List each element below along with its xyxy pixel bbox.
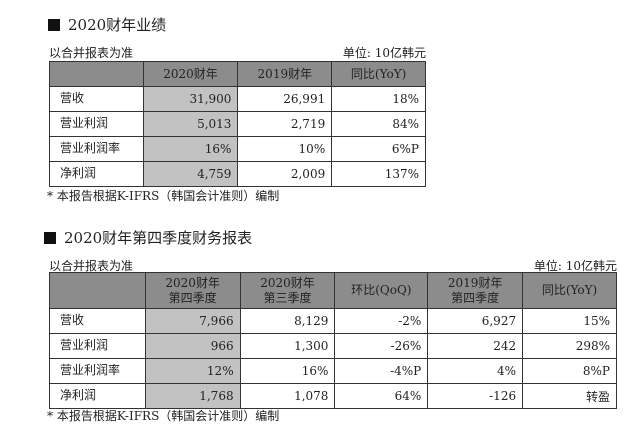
header-line: 第四季度	[168, 290, 217, 305]
value-cell: 966	[144, 333, 241, 359]
header-cell: 同比(YoY)	[522, 272, 617, 309]
value-cell: 84%	[331, 111, 426, 137]
header-cell: 环比(QoQ)	[334, 272, 429, 309]
row-label: 营业利润	[49, 111, 144, 137]
value-cell: -26%	[334, 333, 429, 359]
value-cell: 8%P	[522, 358, 617, 384]
section1-footnote: * 本报告根据K-IFRS（韩国会计准则）编制	[47, 189, 280, 203]
q4-results-table: 2020财年 第四季度 2020财年 第三季度 环比(QoQ) 2019财年 第四季度…	[49, 272, 617, 409]
value-cell: 6,927	[427, 308, 524, 334]
table-header-row: 2020财年 2019财年 同比(YoY)	[49, 61, 426, 87]
value-cell: 26,991	[237, 86, 333, 112]
row-label: 营业利润率	[49, 358, 146, 384]
value-cell: 7,966	[144, 308, 241, 334]
table-row: 营收 31,900 26,991 18%	[49, 86, 426, 112]
value-cell: 5,013	[142, 111, 239, 137]
header-line: 同比(YoY)	[541, 283, 598, 297]
value-cell: 10%	[237, 136, 333, 162]
header-line: 2020财年	[260, 275, 315, 290]
value-cell: -4%P	[334, 358, 429, 384]
table-row: 营收 7,966 8,129 -2% 6,927 15%	[49, 308, 617, 334]
section1-title-text: 2020财年业绩	[68, 16, 167, 34]
row-label: 净利润	[49, 383, 146, 409]
section2-title-text: 2020财年第四季度财务报表	[64, 229, 253, 247]
section2-unit: 单位: 10亿韩元	[533, 259, 617, 273]
row-label: 营业利润	[49, 333, 146, 359]
table-row: 净利润 4,759 2,009 137%	[49, 161, 426, 187]
header-cell	[49, 272, 146, 309]
section2-basis: 以合并报表为准	[49, 259, 134, 273]
value-cell: 12%	[144, 358, 241, 384]
annual-results-table: 2020财年 2019财年 同比(YoY) 营收 31,900 26,991 18% 营…	[49, 61, 426, 187]
square-bullet-icon	[44, 231, 56, 244]
value-cell: 137%	[331, 161, 426, 187]
table-row: 营业利润率 12% 16% -4%P 4% 8%P	[49, 358, 617, 384]
section2-footnote: * 本报告根据K-IFRS（韩国会计准则）编制	[47, 409, 280, 423]
value-cell: 1,300	[239, 333, 336, 359]
value-cell: 6%P	[331, 136, 426, 162]
value-cell: 4%	[427, 358, 524, 384]
value-cell: 1,768	[144, 383, 241, 409]
table-row: 净利润 1,768 1,078 64% -126 转盈	[49, 383, 617, 409]
header-line: 环比(QoQ)	[351, 283, 412, 297]
row-label: 营收	[49, 86, 144, 112]
value-cell: 64%	[334, 383, 429, 409]
section1-title: 2020财年业绩	[48, 14, 166, 35]
value-cell: 15%	[522, 308, 617, 334]
value-cell: 4,759	[142, 161, 239, 187]
value-cell: 2,719	[237, 111, 333, 137]
section1-basis: 以合并报表为准	[49, 46, 134, 60]
table-row: 营业利润率 16% 10% 6%P	[49, 136, 426, 162]
square-bullet-icon	[48, 18, 60, 31]
header-line: 2020财年	[165, 275, 220, 290]
value-cell: 242	[427, 333, 524, 359]
value-cell: 2,009	[237, 161, 333, 187]
row-label: 营收	[49, 308, 146, 334]
header-cell: 2019财年 第四季度	[427, 272, 524, 309]
header-cell: 2020财年 第四季度	[144, 272, 241, 309]
header-cell: 2020财年	[142, 61, 239, 87]
value-cell: 18%	[331, 86, 426, 112]
value-cell: 1,078	[239, 383, 336, 409]
value-cell: -126	[427, 383, 524, 409]
value-cell: 16%	[239, 358, 336, 384]
table-header-row: 2020财年 第四季度 2020财年 第三季度 环比(QoQ) 2019财年 第四季度…	[49, 272, 617, 309]
header-cell: 2020财年 第三季度	[239, 272, 336, 309]
value-cell: -2%	[334, 308, 429, 334]
table-row: 营业利润 966 1,300 -26% 242 298%	[49, 333, 617, 359]
table-row: 营业利润 5,013 2,719 84%	[49, 111, 426, 137]
section2-title: 2020财年第四季度财务报表	[44, 227, 252, 248]
header-cell	[49, 61, 144, 87]
header-cell: 2019财年	[237, 61, 333, 87]
row-label: 营业利润率	[49, 136, 144, 162]
value-cell: 298%	[522, 333, 617, 359]
value-cell: 16%	[142, 136, 239, 162]
value-cell: 8,129	[239, 308, 336, 334]
section1-unit: 单位: 10亿韩元	[342, 46, 426, 60]
header-cell: 同比(YoY)	[331, 61, 426, 87]
header-line: 2019财年	[447, 275, 503, 290]
value-cell: 31,900	[142, 86, 239, 112]
header-line: 第三季度	[263, 290, 312, 305]
header-line: 第四季度	[451, 290, 500, 305]
value-cell: 转盈	[522, 383, 617, 409]
row-label: 净利润	[49, 161, 144, 187]
